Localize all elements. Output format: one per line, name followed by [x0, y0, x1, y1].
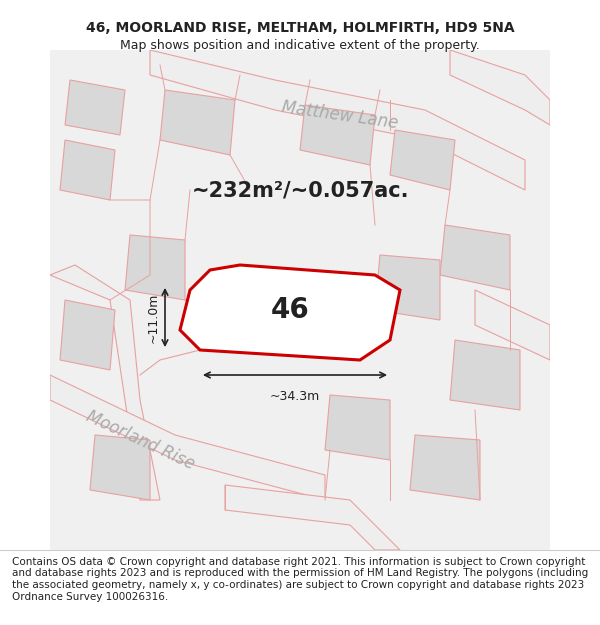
Text: ~232m²/~0.057ac.: ~232m²/~0.057ac.	[191, 180, 409, 200]
Text: ~11.0m: ~11.0m	[147, 292, 160, 342]
Polygon shape	[90, 435, 150, 500]
Polygon shape	[440, 225, 510, 290]
Polygon shape	[410, 435, 480, 500]
Polygon shape	[475, 290, 550, 360]
Polygon shape	[450, 50, 550, 125]
Text: 46, MOORLAND RISE, MELTHAM, HOLMFIRTH, HD9 5NA: 46, MOORLAND RISE, MELTHAM, HOLMFIRTH, H…	[86, 21, 514, 35]
Polygon shape	[65, 80, 125, 135]
Text: Map shows position and indicative extent of the property.: Map shows position and indicative extent…	[120, 39, 480, 51]
Text: ~34.3m: ~34.3m	[270, 390, 320, 403]
Text: Moorland Rise: Moorland Rise	[83, 407, 197, 473]
Polygon shape	[50, 375, 325, 500]
Polygon shape	[300, 105, 375, 165]
Polygon shape	[180, 265, 400, 360]
Polygon shape	[150, 50, 525, 190]
Polygon shape	[60, 140, 115, 200]
Text: Contains OS data © Crown copyright and database right 2021. This information is : Contains OS data © Crown copyright and d…	[12, 557, 588, 601]
Polygon shape	[375, 255, 440, 320]
Polygon shape	[450, 340, 520, 410]
Text: 46: 46	[271, 296, 310, 324]
Text: Matthew Lane: Matthew Lane	[281, 98, 400, 132]
Polygon shape	[225, 485, 400, 550]
Polygon shape	[325, 395, 390, 460]
Polygon shape	[125, 235, 185, 300]
Polygon shape	[390, 130, 455, 190]
Polygon shape	[50, 265, 160, 500]
Polygon shape	[60, 300, 115, 370]
Polygon shape	[160, 90, 235, 155]
